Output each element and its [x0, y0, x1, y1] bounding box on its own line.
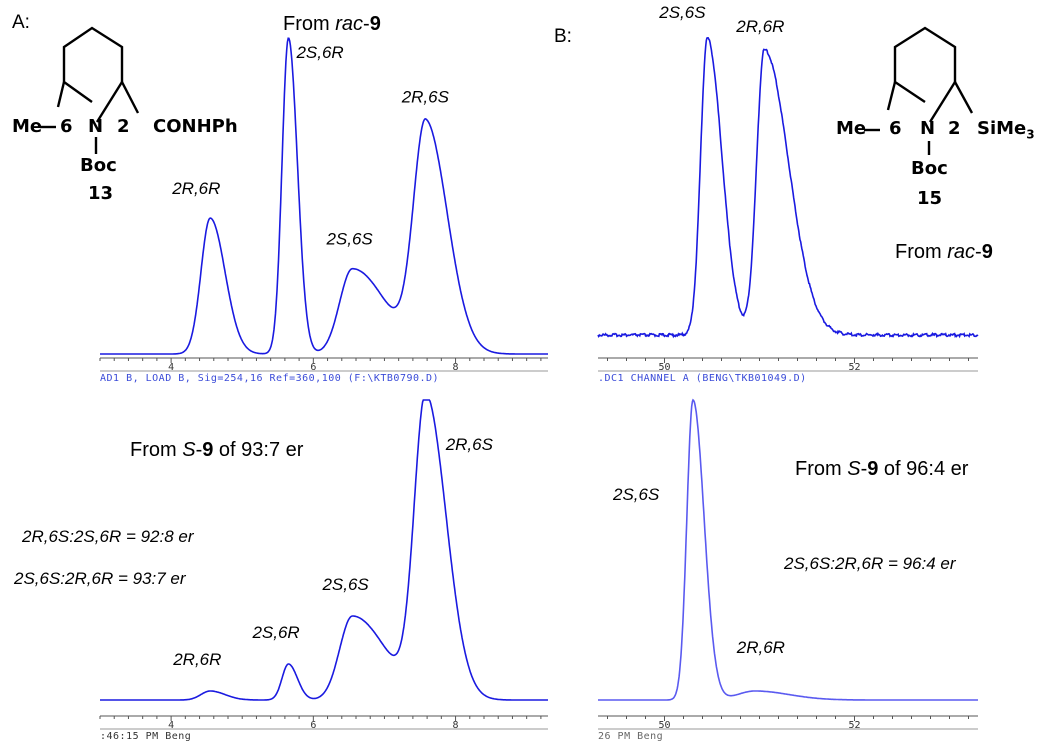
x-tick-label: 6	[310, 720, 316, 731]
peak-label: 2S,6S	[325, 230, 373, 249]
struct13-number: 13	[88, 183, 114, 204]
struct15-substituent-main: SiMe	[977, 118, 1027, 139]
caption-a-bottom-suffix: of 93:7 er	[213, 439, 304, 461]
ratio-a-1: 2R,6S:2S,6R = 92:8 er	[22, 527, 194, 546]
trace-line	[598, 398, 978, 701]
peak-label: 2S,6S	[321, 575, 369, 594]
caption-a-top-prefix: From	[283, 13, 336, 35]
peak-label: 2S,6R	[295, 43, 343, 62]
trace-line	[100, 37, 548, 355]
caption-a-top-italic: rac	[335, 13, 364, 35]
caption-a-bottom-dash: -	[195, 439, 203, 461]
peak-label: 2R,6R	[735, 17, 784, 36]
footer-a-bottom: :46:15 PM Beng	[100, 731, 192, 742]
chart-b-top: 50 52 2S,6S 2R,6R	[597, 3, 979, 373]
caption-b-bottom-bold: 9	[867, 458, 879, 480]
peak-label: 2R,6R	[736, 638, 785, 657]
struct15-n: N	[920, 118, 936, 139]
struct15-pos2: 2	[948, 118, 961, 139]
chart-a-bottom: 4 6 8 2R,6R 2S,6R 2S,6S 2R,6S	[99, 399, 548, 731]
x-tick-label: 4	[168, 362, 174, 373]
caption-b-bottom-prefix: From	[795, 458, 848, 480]
caption-a-bottom: From S-9 of 93:7 er	[130, 439, 303, 462]
struct13-substituent: CONHPh	[153, 116, 238, 137]
caption-b-top-dash: -	[975, 241, 982, 263]
struct15-substituent-sub: 3	[1026, 127, 1035, 142]
peak-label: 2S,6S	[612, 485, 660, 504]
caption-b-bottom: From S-9 of 96:4 er	[795, 458, 968, 481]
x-tick-label: 50	[658, 362, 670, 373]
peak-label: 2R,6R	[171, 179, 220, 198]
peak-label: 2R,6S	[445, 435, 494, 454]
peak-label: 2S,6R	[251, 623, 299, 642]
x-tick-label: 52	[848, 720, 860, 731]
caption-b-top-bold: 9	[981, 241, 993, 263]
caption-a-top-bold: 9	[369, 13, 381, 35]
caption-b-top-italic: rac	[947, 241, 976, 263]
x-tick-label: 8	[453, 720, 459, 731]
peak-label: 2R,6R	[172, 650, 221, 669]
struct13-pos2: 2	[117, 116, 130, 137]
trace-line	[597, 36, 979, 339]
chart-b-bottom: 50 52 2S,6S 2R,6R	[598, 398, 978, 731]
caption-b-bottom-dash: -	[860, 458, 868, 480]
struct15-number: 15	[917, 188, 943, 209]
struct13-boc: Boc	[80, 155, 117, 176]
caption-b-bottom-suffix: of 96:4 er	[878, 458, 969, 480]
chart-a-top: 4 6 8 2R,6R 2S,6R 2S,6S 2R,6S	[99, 37, 548, 373]
panel-a-label: A:	[12, 12, 30, 33]
struct15-substituent: SiMe3	[977, 118, 1035, 142]
struct13-n: N	[88, 116, 104, 137]
caption-a-bottom-bold: 9	[202, 439, 214, 461]
caption-a-bottom-italic: S	[182, 439, 196, 461]
ratio-b: 2S,6S:2R,6R = 96:4 er	[784, 554, 956, 573]
panel-b-label: B:	[554, 26, 572, 47]
footer-b-bottom: 26 PM Beng	[598, 731, 664, 742]
struct15-pos6: 6	[889, 118, 902, 139]
structure-15-ring	[864, 26, 974, 155]
caption-a-top: From rac-9	[283, 13, 381, 36]
ratio-a-2: 2S,6S:2R,6R = 93:7 er	[14, 569, 186, 588]
struct15-boc: Boc	[911, 158, 948, 179]
struct13-me: Me	[12, 116, 43, 137]
caption-b-bottom-italic: S	[847, 458, 861, 480]
x-tick-label: 8	[453, 362, 459, 373]
peak-label: 2R,6S	[401, 87, 450, 106]
peak-label: 2S,6S	[658, 3, 706, 22]
caption-a-bottom-prefix: From	[130, 439, 183, 461]
struct15-me: Me	[836, 118, 867, 139]
x-tick-label: 4	[168, 720, 174, 731]
x-tick-label: 50	[658, 720, 670, 731]
footer-b-top: .DC1 CHANNEL A (BENG\TKB01049.D)	[598, 373, 807, 384]
structure-13-ring	[40, 26, 140, 154]
caption-b-top: From rac-9	[895, 241, 993, 264]
footer-a-top: AD1 B, LOAD B, Sig=254,16 Ref=360,100 (F…	[100, 373, 440, 384]
x-tick-label: 6	[310, 362, 316, 373]
trace-line	[100, 399, 548, 701]
caption-b-top-prefix: From	[895, 241, 948, 263]
x-tick-label: 52	[848, 362, 860, 373]
struct13-pos6: 6	[60, 116, 73, 137]
caption-a-top-dash: -	[363, 13, 370, 35]
